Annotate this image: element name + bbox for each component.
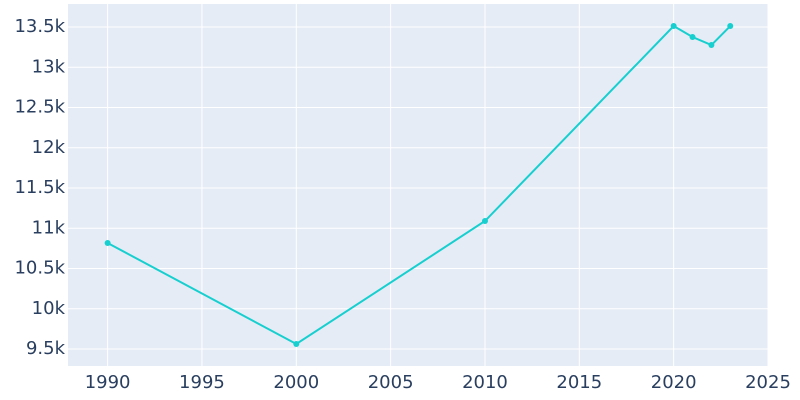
y-tick-label: 10.5k (14, 258, 65, 279)
x-tick-label: 2005 (368, 372, 414, 393)
x-tick-label: 1990 (85, 372, 131, 393)
x-tick-label: 2020 (651, 372, 697, 393)
point (481, 218, 488, 225)
point (689, 34, 696, 41)
y-tick-label: 13.5k (14, 16, 65, 37)
y-tick-label: 10k (32, 298, 66, 319)
y-tick-label: 9.5k (26, 338, 66, 359)
y-tick-label: 12.5k (14, 97, 65, 118)
point (670, 23, 677, 30)
point (708, 42, 715, 49)
point (104, 239, 111, 246)
point (293, 341, 300, 348)
x-tick-label: 2015 (556, 372, 602, 393)
x-tick-label: 1995 (179, 372, 225, 393)
y-tick-label: 13k (32, 56, 66, 77)
y-tick-label: 11.5k (14, 177, 65, 198)
y-tick-label: 11k (32, 217, 66, 238)
plot-area (68, 4, 768, 366)
x-tick-label: 2025 (745, 372, 791, 393)
x-tick-label: 2010 (462, 372, 508, 393)
x-tick-label: 2000 (273, 372, 319, 393)
point (727, 23, 734, 30)
y-tick-label: 12k (32, 137, 66, 158)
